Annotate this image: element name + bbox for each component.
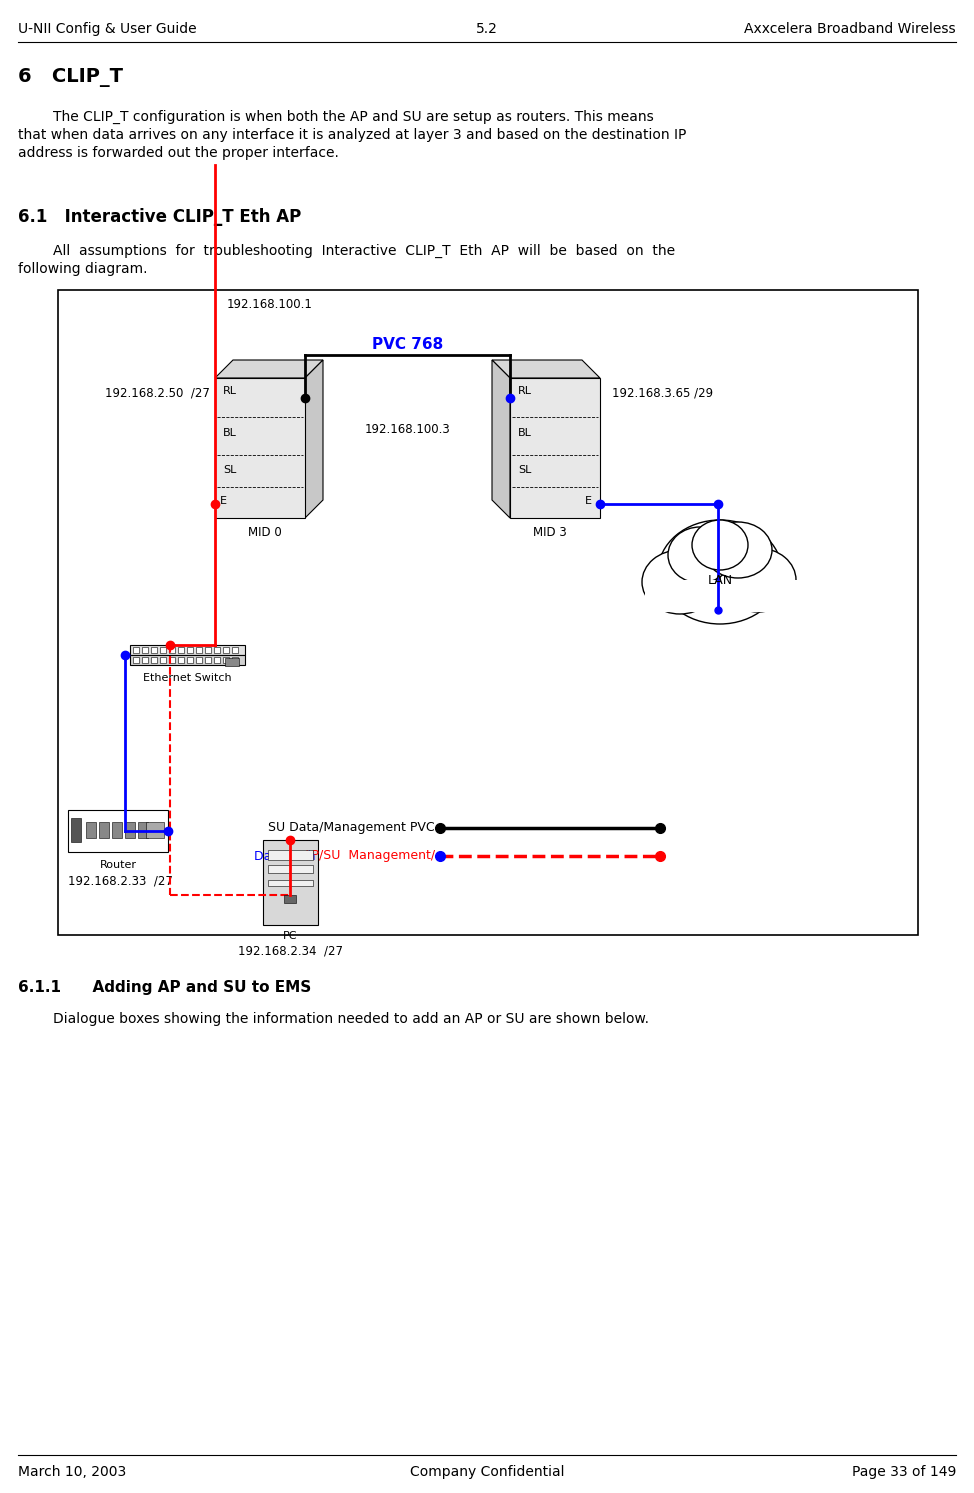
Bar [645,579,800,611]
Bar [232,646,238,652]
Bar [268,864,313,873]
Text: SL: SL [518,464,532,475]
Polygon shape [215,360,323,378]
Text: 192.168.3.65 /29: 192.168.3.65 /29 [612,387,713,399]
Ellipse shape [658,520,782,624]
Bar [214,646,220,652]
Bar [268,850,313,860]
Ellipse shape [720,548,796,612]
Polygon shape [305,360,323,518]
Bar [214,657,220,663]
Bar [160,646,166,652]
Bar [142,646,148,652]
Text: Dialogue boxes showing the information needed to add an AP or SU are shown below: Dialogue boxes showing the information n… [18,1012,649,1026]
Text: March 10, 2003: March 10, 2003 [18,1465,127,1480]
Text: MID 3: MID 3 [533,526,567,539]
Bar [284,894,296,903]
Text: The CLIP_T configuration is when both the AP and SU are setup as routers. This m: The CLIP_T configuration is when both th… [18,110,654,124]
Text: Ethernet Switch: Ethernet Switch [143,673,232,682]
Bar [142,657,148,663]
Bar [99,823,109,838]
Bar [268,879,313,885]
Text: Router: Router [99,860,136,870]
Bar [160,657,166,663]
Text: Company Confidential: Company Confidential [410,1465,564,1480]
Bar [178,646,184,652]
Text: U-NII Config & User Guide: U-NII Config & User Guide [18,22,197,36]
Text: Data Path: Data Path [253,850,315,863]
Text: following diagram.: following diagram. [18,261,147,276]
Text: 6.1   Interactive CLIP_T Eth AP: 6.1 Interactive CLIP_T Eth AP [18,208,301,225]
Text: E: E [585,496,592,506]
Bar [187,646,193,652]
Text: MID 0: MID 0 [248,526,281,539]
Text: RL: RL [223,387,237,396]
Bar [86,823,96,838]
Bar [196,646,202,652]
Bar [146,823,164,838]
Text: address is forwarded out the proper interface.: address is forwarded out the proper inte… [18,146,339,160]
Bar [225,658,239,666]
Text: Axxcelera Broadband Wireless: Axxcelera Broadband Wireless [744,22,956,36]
Text: BL: BL [518,428,532,439]
Bar [223,646,229,652]
Bar [205,657,211,663]
Bar [130,655,245,664]
Text: 192.168.2.34  /27: 192.168.2.34 /27 [238,945,343,959]
Ellipse shape [704,523,772,578]
Bar [263,841,318,926]
Bar [187,657,193,663]
Text: AP/SU  Management/: AP/SU Management/ [303,850,435,863]
Bar [151,646,157,652]
Bar [130,645,245,655]
Text: All  assumptions  for  troubleshooting  Interactive  CLIP_T  Eth  AP  will  be  : All assumptions for troubleshooting Inte… [18,243,675,258]
Text: 192.168.100.3: 192.168.100.3 [364,423,450,436]
Text: 192.168.2.50  /27: 192.168.2.50 /27 [105,387,209,399]
Ellipse shape [642,549,718,614]
Text: Page 33 of 149: Page 33 of 149 [851,1465,956,1480]
Bar [58,290,918,935]
Text: 192.168.2.33  /27: 192.168.2.33 /27 [68,873,172,887]
Text: 192.168.100.1: 192.168.100.1 [227,299,313,311]
Text: LAN: LAN [707,573,732,587]
Text: E: E [220,496,227,506]
Text: SL: SL [223,464,237,475]
Polygon shape [492,360,510,518]
Text: RL: RL [518,387,532,396]
Bar [68,811,168,853]
Bar [169,646,175,652]
Bar [151,657,157,663]
Bar [138,823,148,838]
Text: 5.2: 5.2 [476,22,498,36]
Text: that when data arrives on any interface it is analyzed at layer 3 and based on t: that when data arrives on any interface … [18,128,687,142]
Bar [125,823,135,838]
Bar [133,646,139,652]
Bar [223,657,229,663]
Bar [215,378,305,518]
Polygon shape [492,360,600,378]
Bar [232,657,238,663]
Bar [205,646,211,652]
Bar [71,818,81,842]
Text: 6   CLIP_T: 6 CLIP_T [18,69,123,87]
Bar [510,378,600,518]
Bar [178,657,184,663]
Ellipse shape [668,527,732,582]
Bar [133,657,139,663]
Bar [196,657,202,663]
Text: PVC 768: PVC 768 [372,337,443,352]
Bar [169,657,175,663]
Bar [112,823,122,838]
Text: SU Data/Management PVC: SU Data/Management PVC [269,821,435,835]
Ellipse shape [692,520,748,570]
Text: 6.1.1      Adding AP and SU to EMS: 6.1.1 Adding AP and SU to EMS [18,979,312,994]
Text: BL: BL [223,428,237,439]
Text: PC: PC [282,932,297,941]
